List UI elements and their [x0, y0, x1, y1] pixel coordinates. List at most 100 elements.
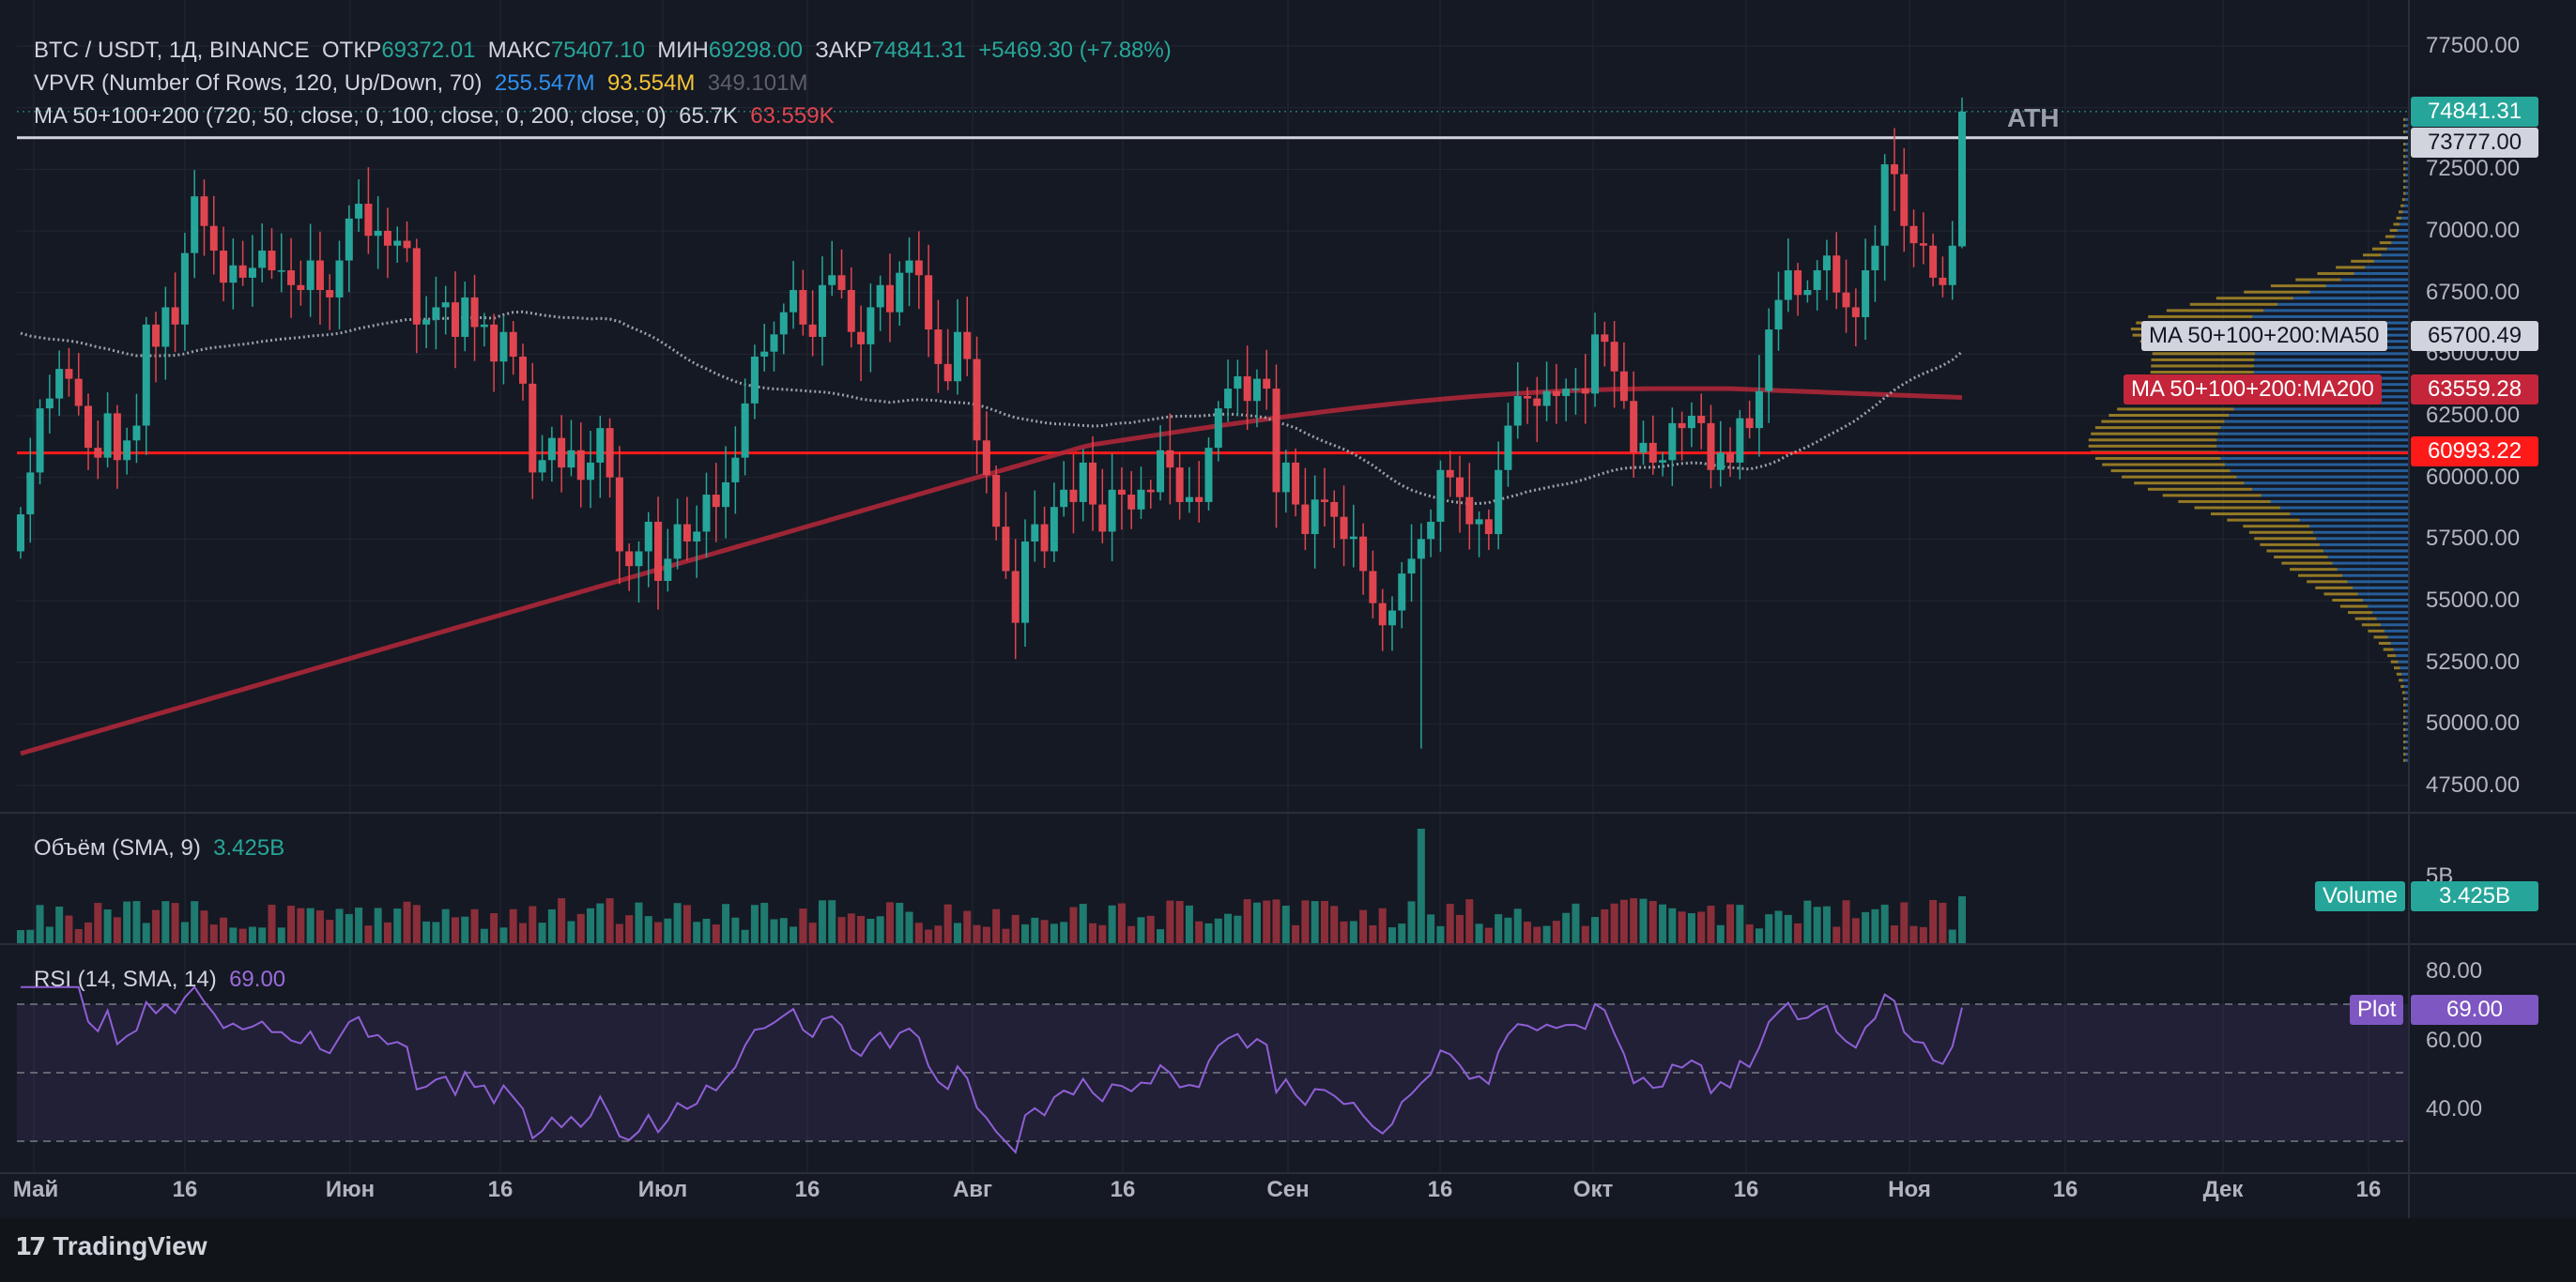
candle-body — [615, 477, 623, 552]
candle-body — [1958, 111, 1966, 247]
candle-body — [1214, 408, 1222, 449]
candle-body — [1021, 541, 1030, 623]
ma200-price-tag: 63559.28 — [2411, 374, 2538, 404]
vpvr-down-bar — [2403, 715, 2406, 719]
vpvr-down-bar — [2122, 475, 2237, 479]
vpvr-down-bar — [2372, 247, 2387, 251]
volume-bar — [1900, 902, 1909, 943]
volume-bar — [1784, 914, 1792, 943]
candle-body — [142, 324, 150, 426]
volume-bar — [1398, 923, 1406, 943]
volume-bar — [1755, 928, 1763, 943]
price-axis-tick: 52500.00 — [2426, 649, 2521, 675]
rsi-legend[interactable]: RSI (14, SMA, 14) 69.00 — [34, 967, 285, 993]
vpvr-up-bar — [2393, 648, 2409, 651]
vpvr-down-bar — [2400, 684, 2404, 688]
candle-body — [1465, 496, 1474, 525]
vpvr-down-bar — [2354, 617, 2377, 620]
volume-bar — [1359, 909, 1368, 943]
ma-label: MA 50+100+200 (720, 50, close, 0, 100, c… — [34, 103, 667, 129]
volume-bar — [1330, 906, 1339, 943]
vpvr-down-bar — [2351, 259, 2374, 263]
volume-bar — [383, 922, 391, 943]
vpvr-up-bar — [2405, 155, 2409, 159]
vpvr-up-bar — [2337, 568, 2409, 572]
volume-bar — [664, 918, 672, 943]
candle-body — [1398, 573, 1406, 611]
volume-bar — [1272, 899, 1280, 943]
vpvr-down-bar — [2403, 167, 2406, 171]
vpvr-up-bar — [2405, 179, 2409, 183]
volume-bar — [1939, 902, 1947, 943]
vpvr-down-bar — [2403, 160, 2406, 164]
candle-body — [1060, 489, 1068, 508]
symbol-label[interactable]: BTC / USDT, 1Д, BINANCE — [34, 38, 310, 63]
vpvr-down-bar — [2210, 512, 2291, 516]
vpvr-up-bar — [2405, 186, 2409, 190]
vpvr-legend[interactable]: VPVR (Number Of Rows, 120, Up/Down, 70) … — [34, 70, 807, 97]
footer-brand[interactable]: 𝟭𝟳 TradingView — [15, 1231, 207, 1261]
candle-body — [55, 369, 64, 399]
volume-value: 3.425B — [213, 835, 285, 861]
candle-body — [1890, 164, 1898, 175]
vpvr-down-bar — [2323, 592, 2358, 596]
candle-body — [403, 240, 411, 249]
time-axis-tick: Сен — [1266, 1177, 1310, 1202]
candle-body — [335, 260, 344, 298]
symbol-legend: BTC / USDT, 1Д, BINANCE ОТКР69372.01 МАК… — [34, 38, 1172, 64]
vpvr-up-bar — [2229, 414, 2409, 417]
ma50-line — [20, 310, 1963, 506]
high-value: 75407.10 — [550, 38, 645, 63]
volume-bar — [123, 901, 131, 943]
candle-body — [1794, 270, 1802, 296]
rsi-polyline — [21, 985, 1963, 1154]
candle-body — [383, 231, 391, 246]
vpvr-up-bar — [2279, 506, 2409, 510]
vpvr-up-bar — [2405, 722, 2409, 725]
vpvr-down-bar — [2383, 648, 2394, 651]
vpvr-down-bar — [2403, 186, 2406, 190]
candle-body — [412, 248, 421, 325]
vpvr-up: 255.547M — [494, 70, 595, 96]
candle-body — [374, 231, 382, 237]
vpvr-up-bar — [2405, 130, 2409, 133]
ma50-price-tag: 65700.49 — [2411, 321, 2538, 351]
candle-body — [760, 351, 769, 357]
candle-body — [1157, 450, 1165, 493]
vpvr-up-bar — [2405, 727, 2409, 731]
volume-bar — [576, 913, 585, 943]
ath-price-tag: 73777.00 — [2411, 128, 2538, 158]
volume-bar — [287, 906, 296, 943]
vpvr-up-bar — [2402, 679, 2409, 682]
vpvr-up-bar — [2220, 426, 2409, 430]
volume-bar — [1050, 923, 1058, 943]
candle-body — [238, 265, 247, 278]
volume-bar — [529, 906, 537, 943]
time-axis-tick: 16 — [1110, 1177, 1136, 1202]
candle-body — [65, 369, 73, 379]
volume-bar — [1002, 928, 1010, 943]
vpvr-up-bar — [2376, 617, 2409, 620]
volume-bar — [606, 898, 614, 943]
volume-bar — [1736, 905, 1744, 943]
candle-body — [1524, 395, 1532, 399]
volume-bar — [1524, 922, 1532, 943]
candle-body — [1243, 375, 1251, 402]
vpvr-down-bar — [2151, 358, 2255, 361]
candle-body — [1234, 375, 1242, 389]
vpvr-up-bar — [2387, 635, 2409, 639]
vpvr-up-bar — [2220, 456, 2409, 460]
candle-body — [818, 284, 826, 337]
change-value: +5469.30 (+7.88%) — [978, 38, 1172, 63]
volume-bar — [393, 908, 402, 943]
volume-bar — [1417, 829, 1425, 943]
ma-legend[interactable]: MA 50+100+200 (720, 50, close, 0, 100, c… — [34, 103, 835, 130]
vpvr-up-bar — [2323, 549, 2409, 553]
volume-bar — [857, 915, 866, 943]
vpvr-down-bar — [2244, 290, 2310, 294]
candle-body — [432, 307, 440, 320]
candle-body — [132, 425, 141, 441]
vpvr-down-bar — [2396, 672, 2402, 676]
volume-legend[interactable]: Объём (SMA, 9) 3.425B — [34, 835, 284, 862]
